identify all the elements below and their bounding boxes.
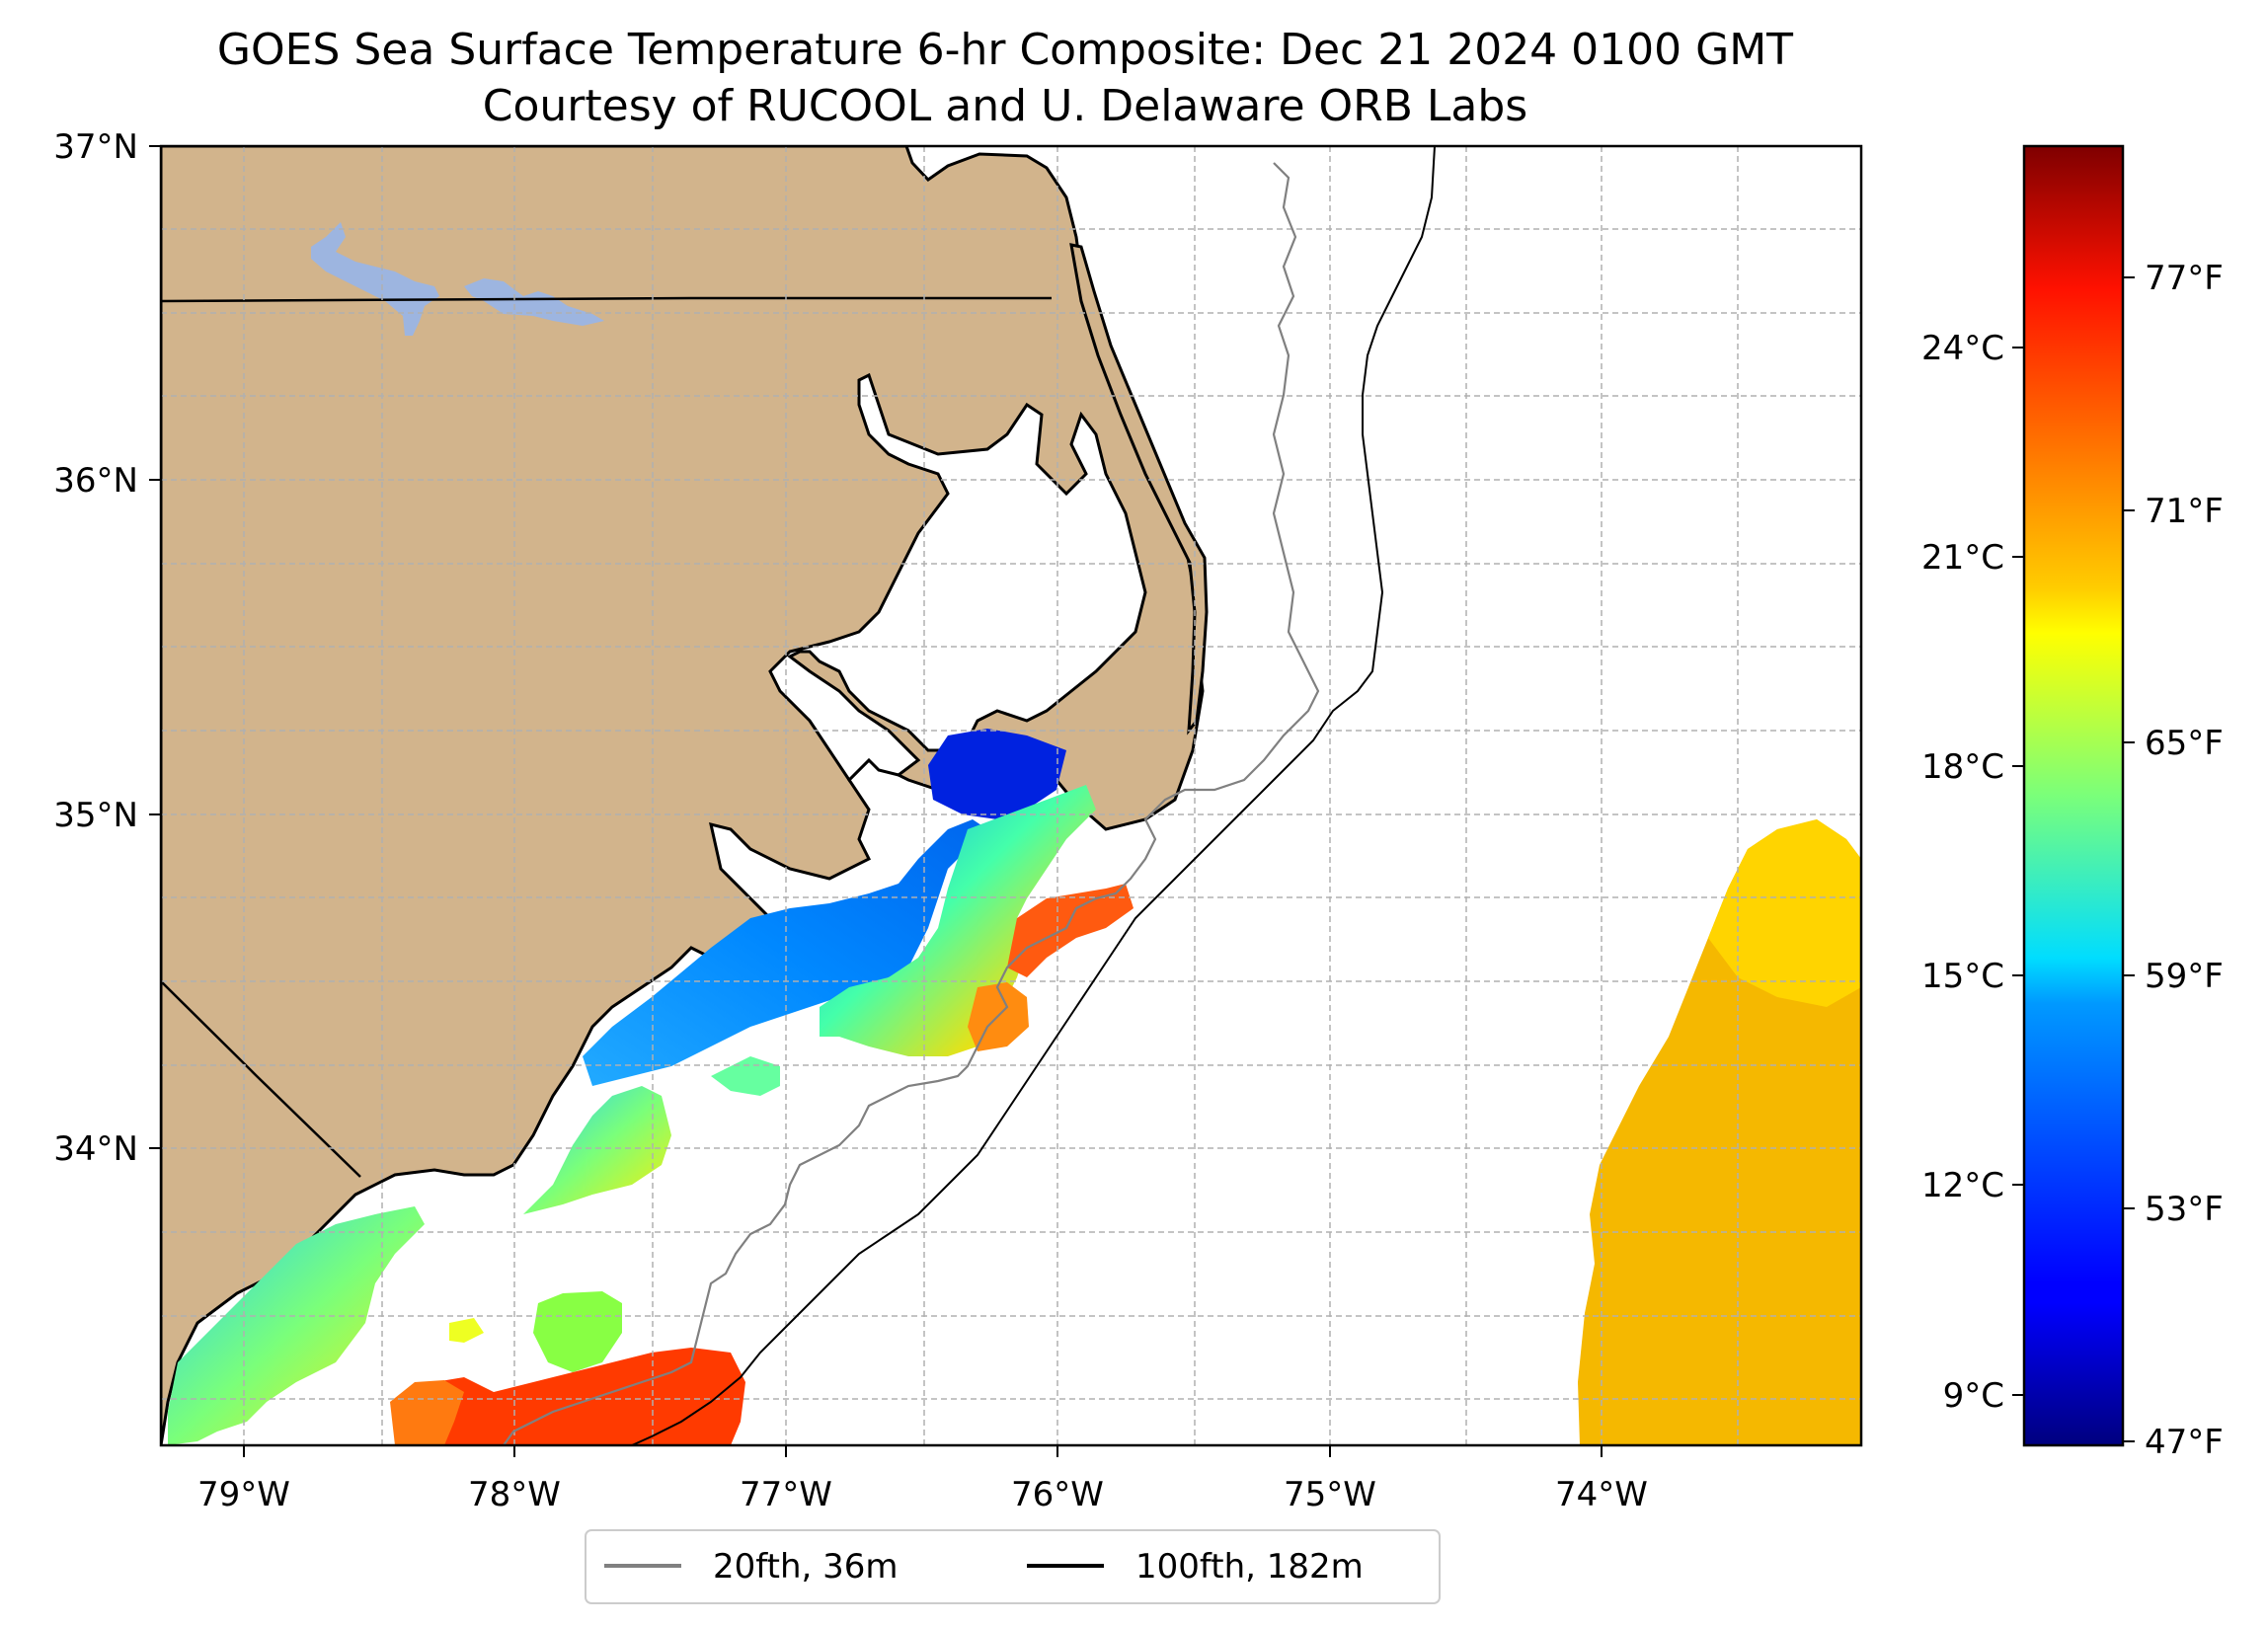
lat-label-37n: 37°N [53, 127, 138, 167]
sst-patch-pamlico [928, 729, 1066, 819]
sst-patch-offshore-east-yellow [1708, 819, 1861, 1007]
colorbar-label-77f: 77°F [2145, 259, 2224, 298]
state-border-va-nc [161, 296, 1052, 303]
sst-patch-yellow-small [449, 1318, 484, 1343]
sound-water [768, 372, 1147, 783]
sst-patch-longbay [168, 1206, 425, 1445]
colorbar-label-24c: 24°C [1921, 329, 2004, 368]
sst-patch-mid-shelf [523, 1086, 671, 1214]
lon-label-78w: 78°W [468, 1475, 561, 1514]
colorbar-label-18c: 18°C [1921, 747, 2004, 787]
sst-patch-gulfstream-sw [395, 1348, 745, 1445]
map-frame [159, 144, 1863, 1447]
colorbar-fahrenheit-ticks: 47°F 53°F 59°F 65°F 71°F 77°F [2123, 259, 2224, 1462]
colorbar-label-12c: 12°C [1921, 1166, 2004, 1205]
isobath-100fth [631, 146, 1436, 1445]
colorbar-label-59f: 59°F [2145, 957, 2224, 996]
sst-patch-plume [820, 785, 1096, 1056]
sst-patch-green-small [533, 1291, 622, 1372]
sst-patch-gulfstream-west [390, 1380, 464, 1445]
sst-data [168, 729, 1861, 1445]
lon-label-77w: 77°W [740, 1475, 832, 1514]
lon-label-79w: 79°W [197, 1475, 290, 1514]
sst-patch-nearshore [583, 819, 987, 1086]
colorbar-label-21c: 21°C [1921, 538, 2004, 578]
colorbar [2022, 144, 2125, 1447]
isobath-20fth [503, 162, 1320, 1445]
sst-patch-onslow [711, 1056, 780, 1096]
lat-label-34n: 34°N [53, 1129, 138, 1169]
colorbar-label-15c: 15°C [1921, 957, 2004, 996]
kerr-lake [311, 222, 604, 336]
map-area [161, 146, 1861, 1445]
longitude-labels: 79°W 78°W 77°W 76°W 75°W 74°W [197, 1475, 1648, 1514]
legend-label-20fth: 20fth, 36m [713, 1547, 899, 1587]
colorbar-label-53f: 53°F [2145, 1190, 2224, 1229]
colorbar-label-9c: 9°C [1943, 1376, 2004, 1416]
latitude-labels: 37°N 36°N 35°N 34°N [53, 127, 138, 1169]
colorbar-celsius-ticks: 9°C 12°C 15°C 18°C 21°C 24°C [1921, 329, 2024, 1416]
sst-patch-hatteras-warm [1007, 884, 1134, 977]
lon-label-75w: 75°W [1284, 1475, 1376, 1514]
colorbar-label-47f: 47°F [2145, 1423, 2224, 1462]
state-border-nc-sc [161, 980, 361, 1178]
legend-label-100fth: 100fth, 182m [1135, 1547, 1364, 1587]
outer-banks [1069, 243, 1209, 736]
title-line-1: GOES Sea Surface Temperature 6-hr Compos… [217, 25, 1793, 75]
lon-label-74w: 74°W [1555, 1475, 1648, 1514]
lat-label-36n: 36°N [53, 461, 138, 501]
colorbar-label-65f: 65°F [2145, 724, 2224, 763]
colorbar-label-71f: 71°F [2145, 492, 2224, 531]
lon-label-76w: 76°W [1011, 1475, 1104, 1514]
grid-lines [161, 146, 1861, 1445]
legend-box [585, 1529, 1441, 1604]
isobath-legend: 20fth, 36m 100fth, 182m [585, 1529, 1441, 1604]
lat-label-35n: 35°N [53, 796, 138, 835]
map-tick-marks [149, 145, 1603, 1457]
title-line-2: Courtesy of RUCOOL and U. Delaware ORB L… [483, 81, 1527, 131]
